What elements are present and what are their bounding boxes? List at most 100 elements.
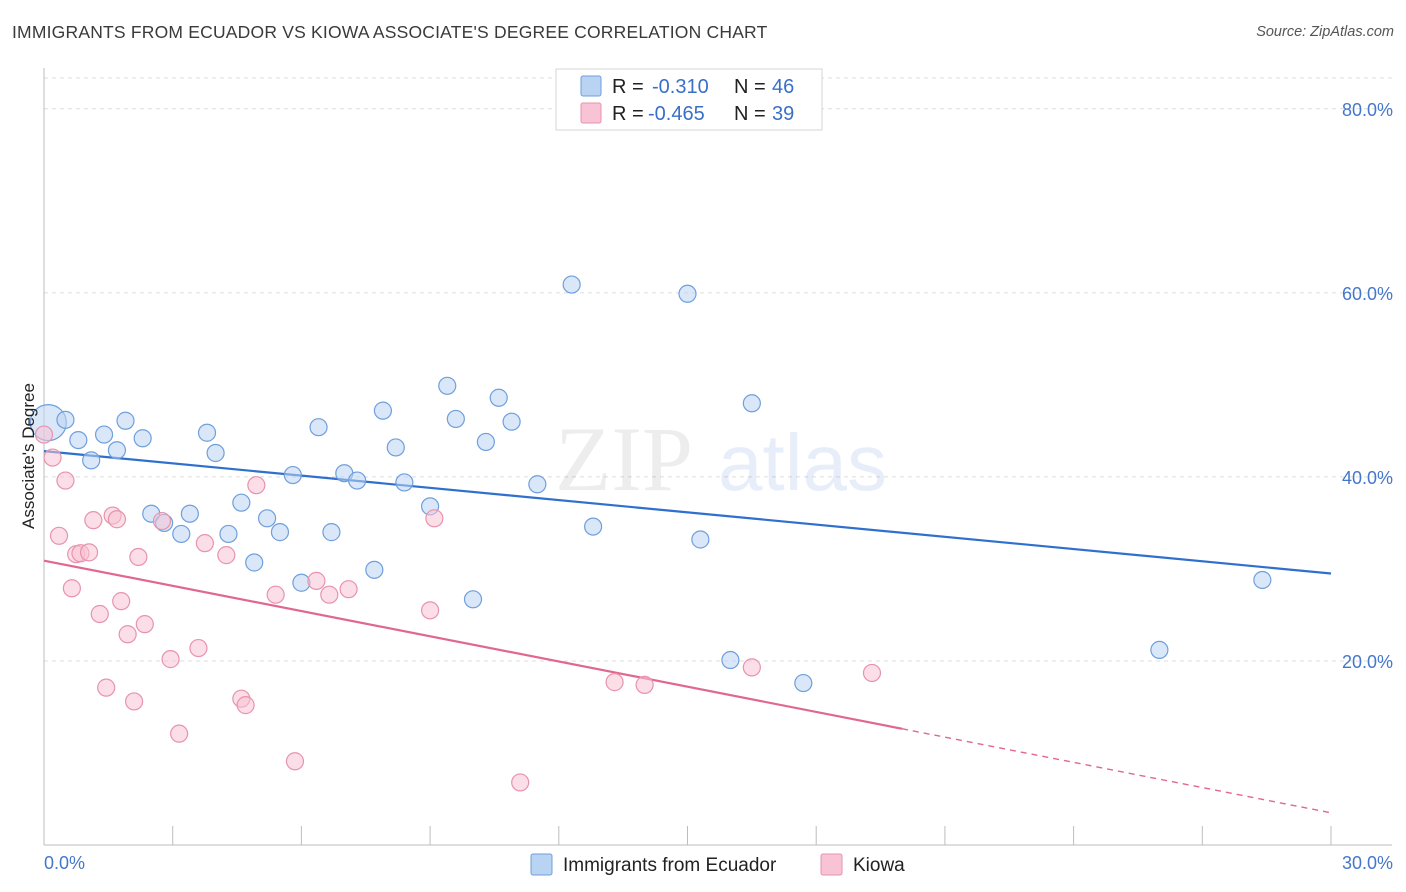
point-ecuador: [107, 441, 127, 460]
point-kiowa: [97, 678, 116, 697]
series-legend-swatch-ecuador: [530, 853, 553, 876]
series-legend-swatch-kiowa: [820, 853, 843, 876]
series-legend-label-kiowa: Kiowa: [853, 855, 905, 876]
point-ecuador: [283, 465, 302, 485]
point-ecuador: [172, 524, 191, 544]
point-kiowa: [217, 546, 236, 565]
x-tick-labels: 0.0% 30.0%: [44, 853, 1393, 873]
point-ecuador: [180, 504, 199, 523]
series-legend: Immigrants from Ecuador Kiowa: [530, 853, 905, 876]
point-ecuador: [133, 429, 152, 448]
y-tick-label: 20.0%: [1342, 652, 1393, 672]
trend-line-kiowa: [43, 559, 903, 730]
legend-n-label-kiowa: N =: [734, 103, 766, 125]
point-ecuador: [691, 530, 710, 549]
watermark-zip: ZIP: [555, 408, 693, 510]
trend-line-ecuador: [43, 450, 1332, 575]
point-ecuador: [446, 409, 465, 429]
point-ecuador: [245, 553, 264, 572]
point-kiowa: [320, 585, 339, 604]
point-kiowa: [247, 476, 266, 495]
point-ecuador: [562, 275, 581, 294]
y-tick-label: 40.0%: [1342, 468, 1393, 488]
point-ecuador: [197, 423, 217, 442]
point-ecuador: [386, 438, 405, 457]
chart-title: IMMIGRANTS FROM ECUADOR VS KIOWA ASSOCIA…: [12, 22, 768, 42]
point-ecuador: [322, 523, 341, 542]
point-ecuador: [270, 523, 290, 542]
point-kiowa: [124, 692, 144, 711]
point-ecuador: [438, 376, 457, 395]
y-tick-label: 80.0%: [1342, 100, 1393, 120]
legend-r-label-kiowa: R =: [612, 103, 644, 125]
point-ecuador: [94, 425, 114, 444]
y-tick-labels: 20.0% 40.0% 60.0% 80.0%: [1342, 100, 1393, 672]
watermark-atlas: atlas: [718, 418, 887, 507]
point-ecuador: [502, 412, 521, 431]
point-kiowa: [107, 510, 127, 529]
point-ecuador: [721, 650, 740, 670]
y-tick-label: 60.0%: [1342, 284, 1393, 304]
point-kiowa: [34, 425, 54, 444]
point-kiowa: [285, 752, 305, 771]
legend-n-value-kiowa: 39: [772, 103, 794, 125]
point-kiowa: [195, 534, 214, 553]
point-kiowa: [266, 585, 285, 604]
point-ecuador: [69, 430, 88, 450]
point-kiowa: [742, 658, 761, 677]
source-credit: Source: ZipAtlas.com: [1256, 24, 1394, 40]
legend-swatch-kiowa: [580, 102, 602, 124]
point-kiowa: [189, 638, 208, 658]
point-ecuador: [206, 443, 225, 463]
point-ecuador: [292, 573, 311, 592]
point-kiowa: [511, 773, 530, 792]
watermark: ZIP atlas: [555, 408, 887, 510]
point-ecuador: [56, 410, 75, 429]
point-kiowa: [152, 511, 172, 531]
stats-legend: R = -0.310 N = 46 R = -0.465 N = 39: [555, 68, 823, 131]
point-kiowa: [90, 604, 109, 624]
point-ecuador: [257, 509, 277, 528]
point-ecuador: [365, 560, 384, 579]
point-kiowa: [605, 673, 624, 692]
point-ecuador: [742, 394, 761, 413]
point-kiowa: [112, 592, 131, 611]
legend-r-label-ecuador: R =: [612, 76, 644, 98]
point-ecuador: [373, 401, 393, 420]
point-ecuador: [82, 451, 101, 470]
point-ecuador: [1253, 570, 1272, 590]
point-kiowa: [339, 580, 358, 599]
point-ecuador: [1150, 640, 1169, 660]
legend-r-value-kiowa: -0.465: [648, 103, 705, 125]
legend-swatch-ecuador: [580, 75, 602, 97]
point-kiowa: [236, 696, 255, 715]
point-kiowa: [170, 724, 189, 743]
legend-n-label-ecuador: N =: [734, 76, 766, 98]
point-kiowa: [421, 601, 440, 620]
point-kiowa: [862, 663, 882, 683]
point-kiowa: [161, 650, 180, 669]
point-kiowa: [425, 509, 444, 528]
point-kiowa: [79, 543, 99, 562]
y-axis-title: Associate's Degree: [19, 383, 38, 529]
point-kiowa: [56, 471, 75, 490]
point-kiowa: [43, 448, 62, 467]
data-points: [29, 275, 1272, 792]
point-kiowa: [635, 675, 654, 694]
point-ecuador: [489, 388, 508, 407]
x-tick-label: 30.0%: [1342, 853, 1393, 873]
point-ecuador: [219, 524, 238, 544]
point-kiowa: [62, 579, 81, 598]
point-ecuador: [794, 673, 813, 693]
trend-lines: [43, 450, 1332, 814]
point-kiowa: [129, 547, 148, 567]
x-tick-label: 0.0%: [44, 853, 85, 873]
point-kiowa: [84, 511, 103, 530]
legend-n-value-ecuador: 46: [772, 76, 794, 98]
point-kiowa: [49, 526, 69, 545]
point-ecuador: [678, 284, 697, 303]
point-ecuador: [463, 590, 483, 609]
series-legend-label-ecuador: Immigrants from Ecuador: [563, 855, 777, 876]
point-ecuador: [348, 471, 367, 490]
